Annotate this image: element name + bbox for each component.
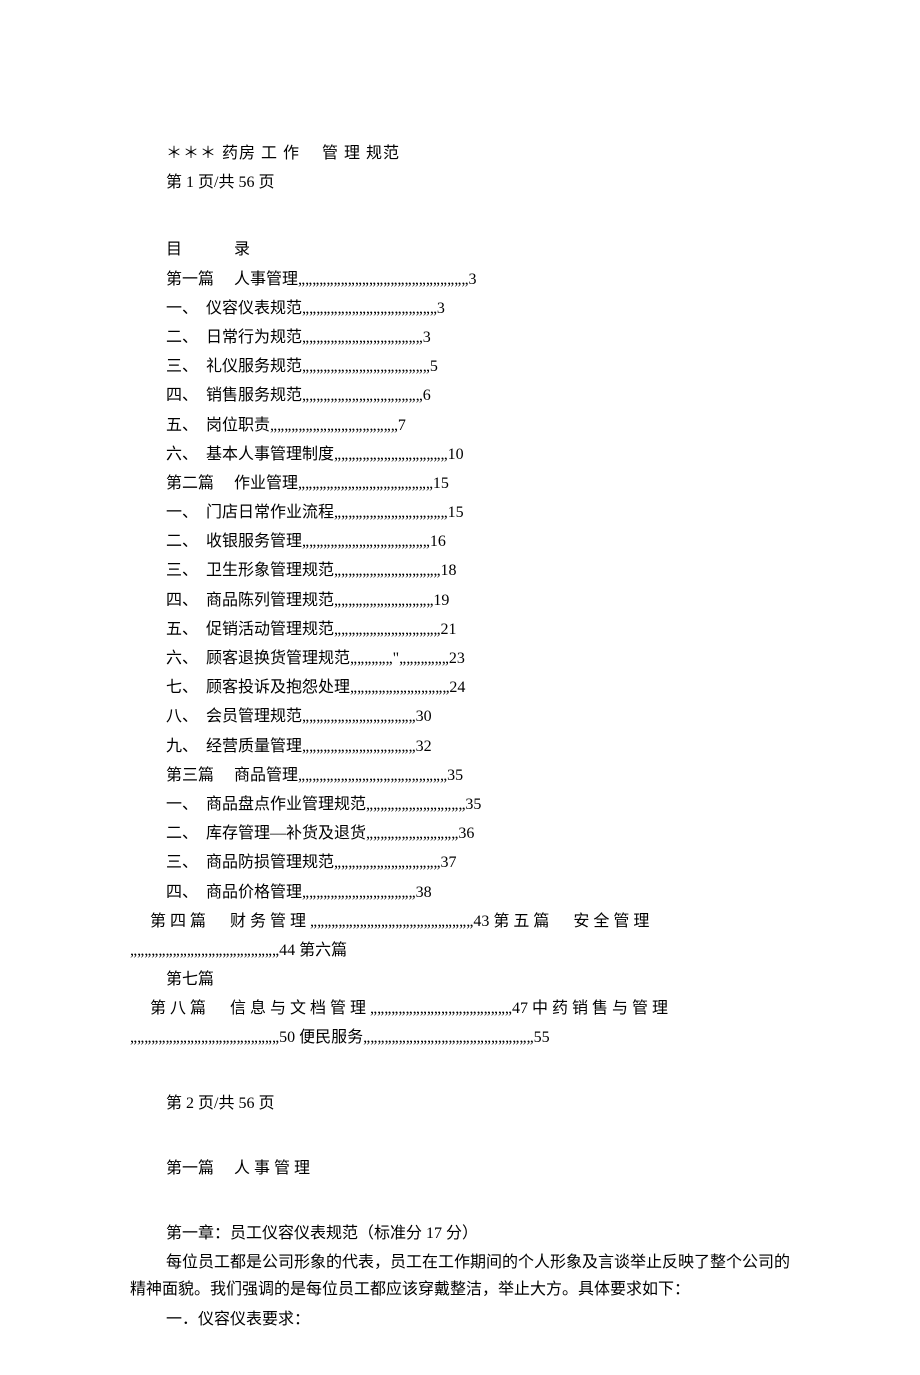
subsection-1: 一．仪容仪表要求： <box>130 1306 790 1333</box>
document-title: ＊＊＊ 药房 工 作 管 理 规范 <box>130 140 790 167</box>
toc-line-10: 三、 卫生形象管理规范„„„„„„„„„„„„„„„18 <box>130 557 790 584</box>
toc-mixed-line-1: 第 四 篇 财 务 管 理 „„„„„„„„„„„„„„„„„„„„„„„43 … <box>130 908 790 935</box>
toc-container: 第一篇 人事管理„„„„„„„„„„„„„„„„„„„„„„„„3一、 仪容仪表… <box>130 266 790 906</box>
toc-line-19: 二、 库存管理—补货及退货„„„„„„„„„„„„„36 <box>130 820 790 847</box>
toc-line-16: 九、 经营质量管理„„„„„„„„„„„„„„„„32 <box>130 733 790 760</box>
toc-line-15: 八、 会员管理规范„„„„„„„„„„„„„„„„30 <box>130 703 790 730</box>
chapter-title: 第一篇 人 事 管 理 <box>130 1155 790 1182</box>
paragraph-1: 每位员工都是公司形象的代表，员工在工作期间的个人形象及言谈举止反映了整个公司的精… <box>130 1249 790 1303</box>
toc-line-0: 第一篇 人事管理„„„„„„„„„„„„„„„„„„„„„„„„3 <box>130 266 790 293</box>
section-title: 第一章：员工仪容仪表规范（标准分 17 分） <box>130 1220 790 1247</box>
toc-line-2: 二、 日常行为规范„„„„„„„„„„„„„„„„„3 <box>130 324 790 351</box>
page-ref-2: 第 2 页/共 56 页 <box>130 1090 790 1117</box>
toc-line-14: 七、 顾客投诉及抱怨处理„„„„„„„„„„„„„„24 <box>130 674 790 701</box>
toc-mixed-line-4: 第 八 篇 信 息 与 文 档 管 理 „„„„„„„„„„„„„„„„„„„„… <box>130 995 790 1022</box>
toc-line-6: 六、 基本人事管理制度„„„„„„„„„„„„„„„„10 <box>130 441 790 468</box>
toc-line-1: 一、 仪容仪表规范„„„„„„„„„„„„„„„„„„„3 <box>130 295 790 322</box>
toc-line-3: 三、 礼仪服务规范„„„„„„„„„„„„„„„„„„5 <box>130 353 790 380</box>
toc-line-8: 一、 门店日常作业流程„„„„„„„„„„„„„„„„15 <box>130 499 790 526</box>
toc-line-11: 四、 商品陈列管理规范„„„„„„„„„„„„„„19 <box>130 587 790 614</box>
toc-line-9: 二、 收银服务管理„„„„„„„„„„„„„„„„„„16 <box>130 528 790 555</box>
page-ref-1: 第 1 页/共 56 页 <box>130 169 790 196</box>
toc-line-20: 三、 商品防损管理规范„„„„„„„„„„„„„„„37 <box>130 849 790 876</box>
toc-line-5: 五、 岗位职责„„„„„„„„„„„„„„„„„„7 <box>130 412 790 439</box>
toc-line-18: 一、 商品盘点作业管理规范„„„„„„„„„„„„„„35 <box>130 791 790 818</box>
toc-line-4: 四、 销售服务规范„„„„„„„„„„„„„„„„„6 <box>130 382 790 409</box>
toc-mixed-line-2: „„„„„„„„„„„„„„„„„„„„„44 第六篇 <box>130 937 790 964</box>
toc-line-13: 六、 顾客退换货管理规范„„„„„„"„„„„„„„23 <box>130 645 790 672</box>
toc-line-21: 四、 商品价格管理„„„„„„„„„„„„„„„„38 <box>130 879 790 906</box>
toc-line-17: 第三篇 商品管理„„„„„„„„„„„„„„„„„„„„„35 <box>130 762 790 789</box>
toc-mixed-line-5: „„„„„„„„„„„„„„„„„„„„„50 便民服务„„„„„„„„„„„„… <box>130 1024 790 1051</box>
toc-line-7: 第二篇 作业管理„„„„„„„„„„„„„„„„„„„15 <box>130 470 790 497</box>
toc-mixed-line-3: 第七篇 <box>130 966 790 993</box>
toc-title: 目 录 <box>130 236 790 263</box>
toc-line-12: 五、 促销活动管理规范„„„„„„„„„„„„„„„21 <box>130 616 790 643</box>
